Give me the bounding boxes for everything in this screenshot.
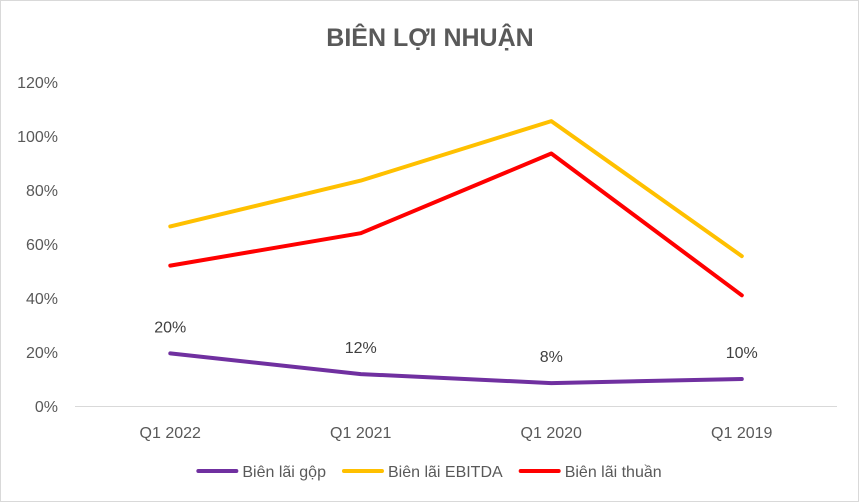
data-label: 10%	[726, 345, 758, 362]
data-point	[359, 372, 363, 376]
chart-title: BIÊN LỢI NHUẬN	[326, 22, 533, 52]
legend-label: Biên lãi thuần	[565, 464, 662, 481]
data-point	[549, 381, 553, 385]
data-label: 12%	[345, 340, 377, 357]
x-tick-label: Q1 2019	[711, 425, 772, 442]
data-point	[168, 264, 172, 268]
x-tick-label: Q1 2022	[140, 425, 201, 442]
data-point	[740, 254, 744, 258]
data-label: 8%	[540, 349, 563, 366]
x-tick-label: Q1 2020	[521, 425, 582, 442]
y-tick-label: 100%	[17, 129, 58, 146]
y-tick-label: 40%	[26, 291, 58, 308]
y-tick-label: 120%	[17, 75, 58, 92]
data-point	[168, 224, 172, 228]
x-tick-label: Q1 2021	[330, 425, 391, 442]
y-tick-label: 0%	[35, 399, 58, 416]
series-line-3	[168, 151, 744, 298]
data-point	[740, 377, 744, 381]
data-point	[168, 351, 172, 355]
legend-label: Biên lãi EBITDA	[388, 464, 503, 481]
data-point	[549, 119, 553, 123]
data-point	[740, 293, 744, 297]
data-point	[359, 231, 363, 235]
legend-label: Biên lãi gộp	[242, 464, 326, 481]
series-line-1	[168, 351, 744, 386]
y-tick-label: 60%	[26, 237, 58, 254]
data-point	[549, 152, 553, 156]
data-point	[359, 179, 363, 183]
data-label: 20%	[154, 319, 186, 336]
y-tick-label: 20%	[26, 345, 58, 362]
series-line-2	[168, 119, 744, 259]
y-tick-label: 80%	[26, 183, 58, 200]
